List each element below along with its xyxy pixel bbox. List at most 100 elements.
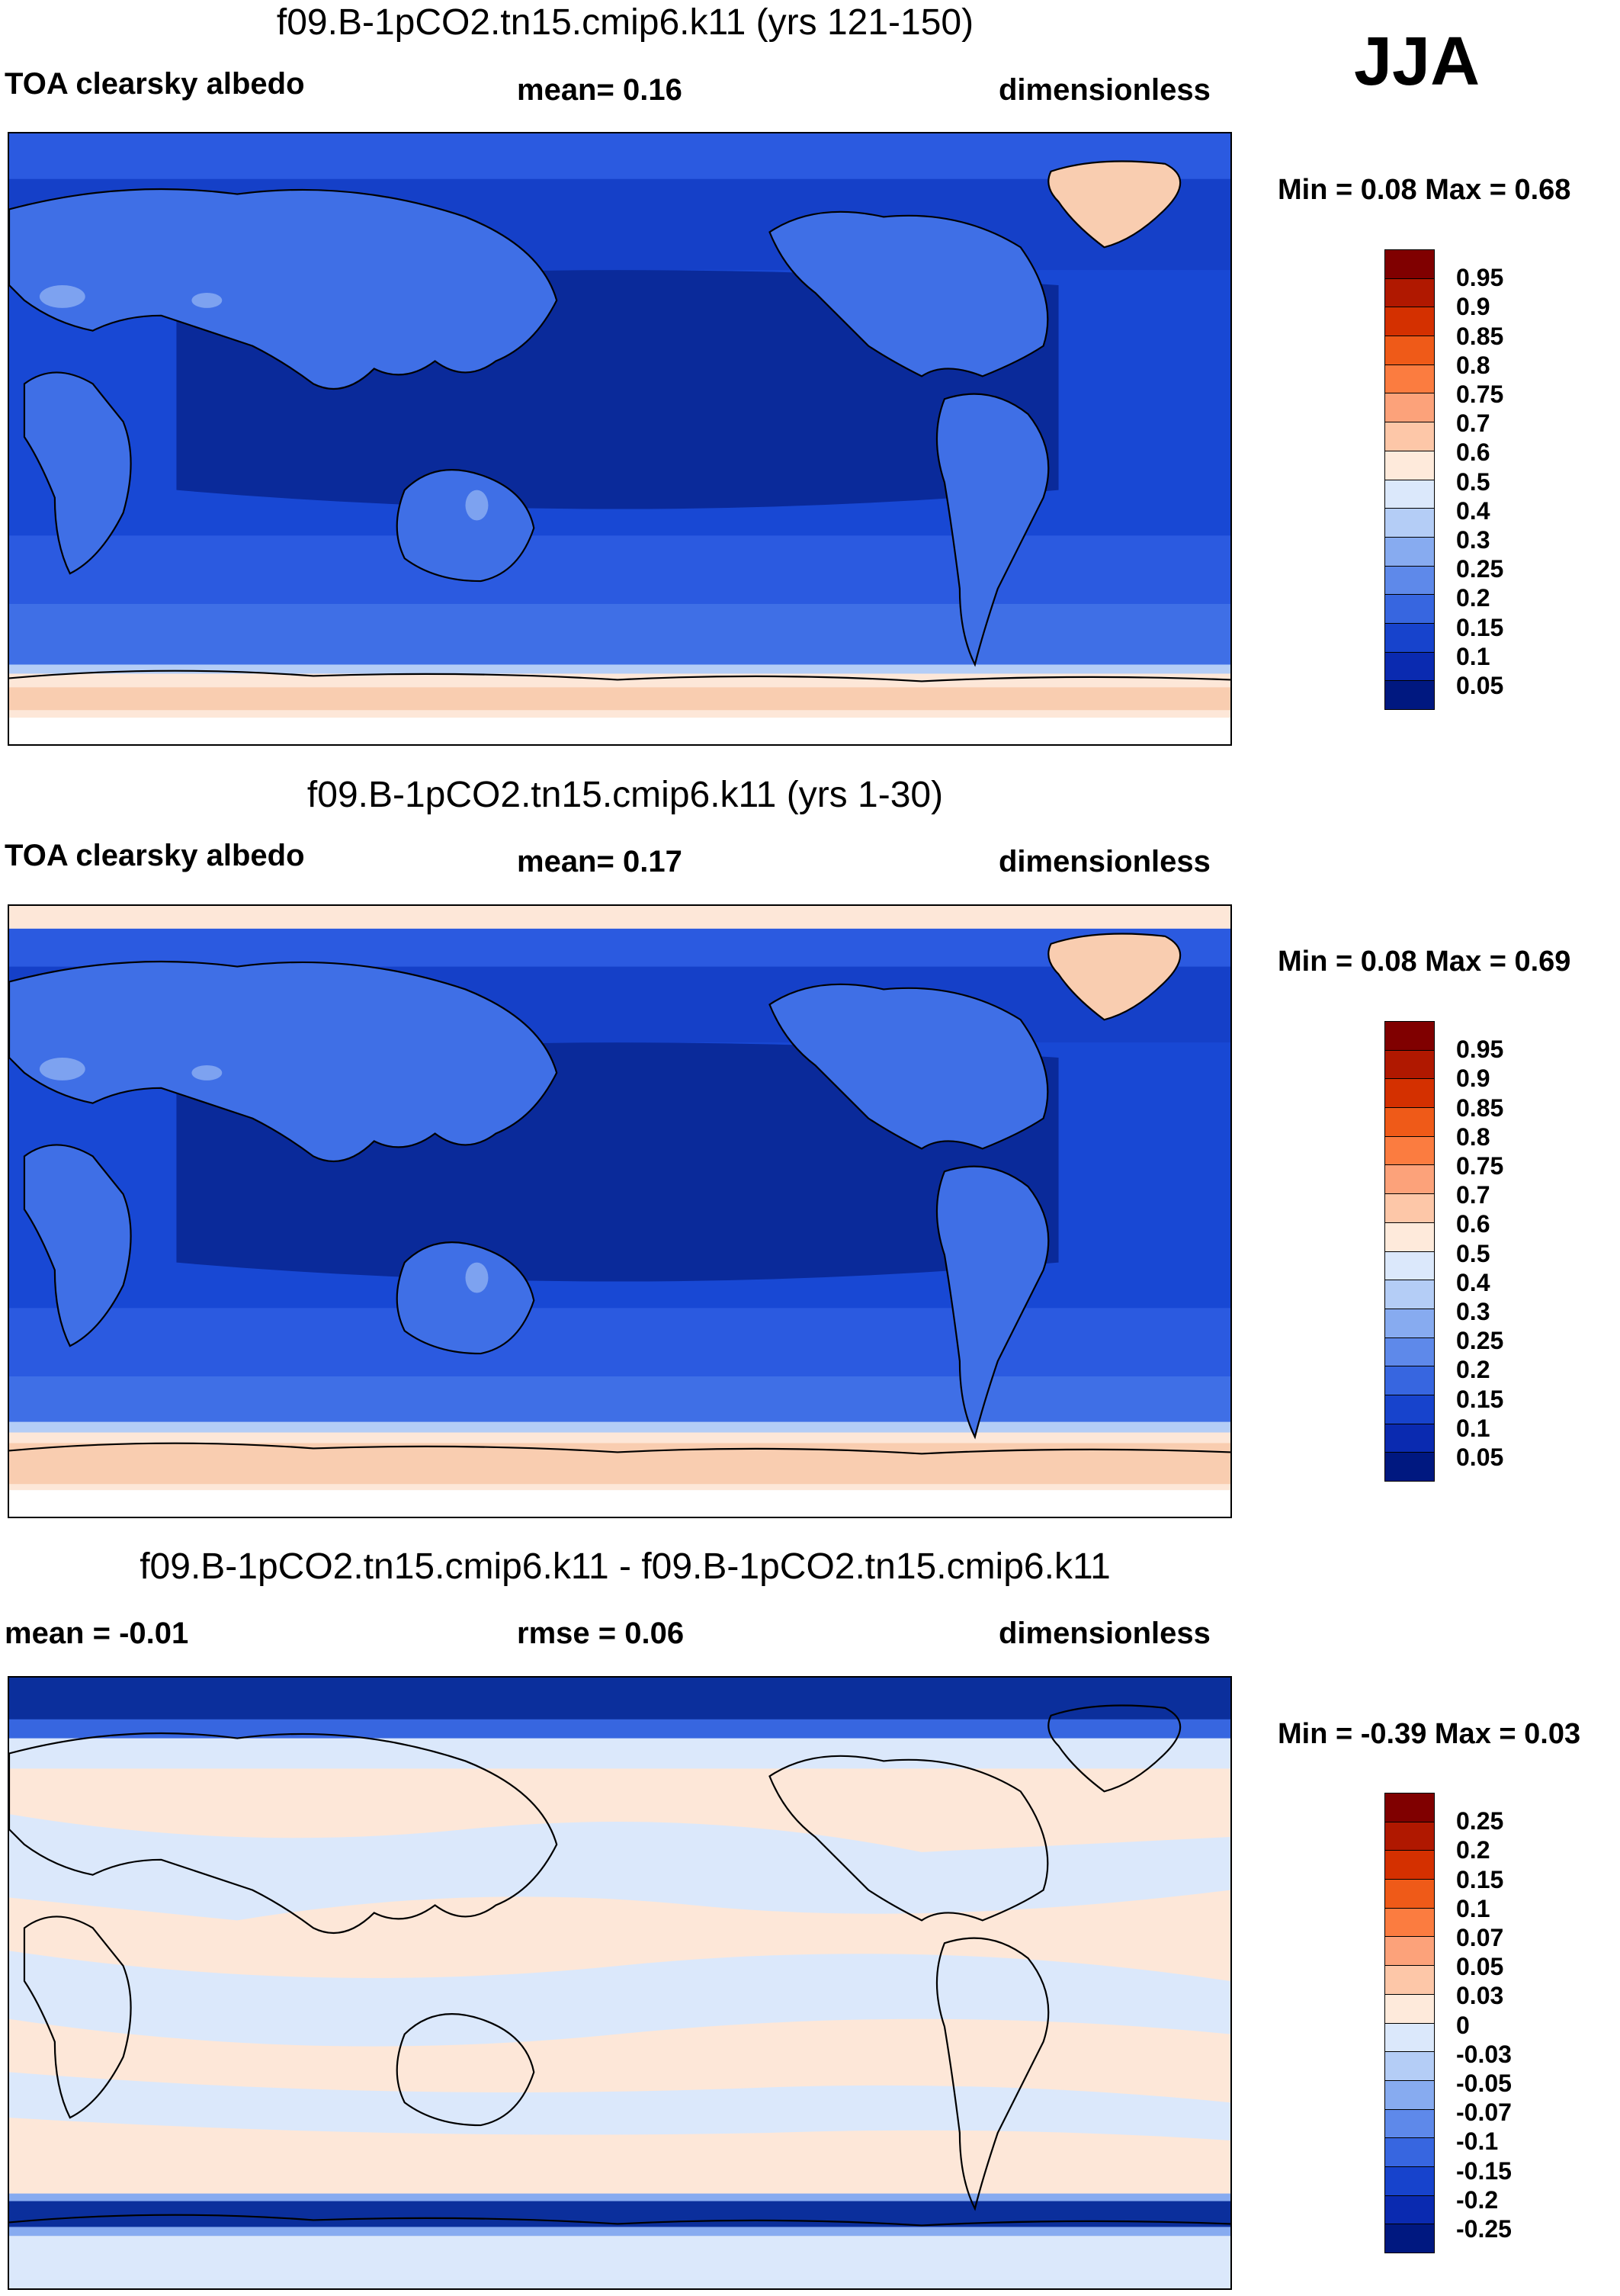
panel-1-land-namerica xyxy=(769,211,1048,377)
panel-1-colorbar-box xyxy=(1384,594,1435,624)
panel-1-colorbar-box xyxy=(1384,393,1435,423)
panel-3-colorbar-box xyxy=(1384,1936,1435,1967)
panel-2-coastline-australia xyxy=(396,1241,535,1355)
panel-1-colorbar-label: 0.5 xyxy=(1456,467,1490,496)
panel-2-coastline-antarctica xyxy=(9,1442,1230,1455)
season-label: JJA xyxy=(1354,24,1480,100)
panel-3-colorbar-box xyxy=(1384,1850,1435,1880)
panel-1-land-eurasia xyxy=(9,188,557,389)
panel-2-units-label: dimensionless xyxy=(999,845,1211,878)
panel-3-coastline-namerica xyxy=(768,1755,1049,1922)
panel-3-colorbar-box xyxy=(1384,1965,1435,1995)
panel-1-mean-label: mean= 0.16 xyxy=(517,73,682,107)
panel-3-units-label: dimensionless xyxy=(999,1617,1211,1650)
panel-1-map xyxy=(8,132,1232,746)
panel-1-colorbar-label: 0.3 xyxy=(1456,526,1490,554)
panel-2-colorbar-box xyxy=(1384,1107,1435,1137)
panel-2-colorbar-label: 0.6 xyxy=(1456,1210,1490,1238)
panel-1-variable-label: TOA clearsky albedo xyxy=(5,67,305,101)
panel-3-colorbar-box xyxy=(1384,2108,1435,2139)
panel-2-colorbar-label: 0.25 xyxy=(1456,1327,1504,1355)
panel-1-bright-patch xyxy=(191,292,223,308)
panel-2-colorbar-label: 0.7 xyxy=(1456,1181,1490,1209)
panel-3-map xyxy=(8,1676,1232,2290)
panel-3-colorbar-label: 0 xyxy=(1456,2011,1470,2039)
panel-3-colorbar-label: -0.2 xyxy=(1456,2185,1499,2214)
panel-3-colorbar-box xyxy=(1384,2079,1435,2110)
panel-2-bright-patch xyxy=(191,1065,223,1081)
panel-2-colorbar-label: 0.1 xyxy=(1456,1414,1490,1442)
panel-3-colorbar-label: 0.07 xyxy=(1456,1924,1504,1951)
panel-1-colorbar-label: 0.15 xyxy=(1456,613,1504,641)
panel-1-colorbar-box xyxy=(1384,536,1435,567)
panel-2-colorbar-box xyxy=(1384,1049,1435,1080)
panel-2-colorbar-box xyxy=(1384,1135,1435,1166)
panel-2-coastline-africa xyxy=(23,1144,132,1347)
panel-2-colorbar-label: 0.5 xyxy=(1456,1239,1490,1267)
panel-1-colorbar-label: 0.8 xyxy=(1456,351,1490,379)
panel-1-colorbar-box xyxy=(1384,307,1435,337)
panel-2-coastline-namerica xyxy=(768,983,1049,1150)
panel-2-colorbar-box xyxy=(1384,1452,1435,1482)
panel-1-units-label: dimensionless xyxy=(999,73,1211,107)
panel-2-land-greenland xyxy=(1048,933,1181,1020)
panel-1-colorbar-label: 0.95 xyxy=(1456,264,1504,292)
panel-1-colorbar-label: 0.05 xyxy=(1456,672,1504,699)
panel-3-coastline-eurasia xyxy=(9,1732,558,1935)
panel-1-colorbar-box xyxy=(1384,508,1435,538)
panel-3-colorbar-box xyxy=(1384,1907,1435,1938)
panel-2-colorbar-label: 0.4 xyxy=(1456,1268,1490,1296)
panel-2-colorbar-box xyxy=(1384,1337,1435,1367)
panel-1-colorbar-box xyxy=(1384,680,1435,710)
panel-1-colorbar-box xyxy=(1384,249,1435,279)
panel-1-colorbar-box xyxy=(1384,278,1435,308)
panel-2-colorbar-label: 0.8 xyxy=(1456,1122,1490,1151)
panel-2-colorbar-label: 0.15 xyxy=(1456,1385,1504,1413)
panel-1-coastline-antarctica xyxy=(9,670,1230,682)
panel-2-colorbar-box xyxy=(1384,1078,1435,1109)
panel-2-colorbar-box xyxy=(1384,1222,1435,1252)
panel-1-coastline-samerica xyxy=(935,393,1050,667)
panel-3-coastline-greenland xyxy=(1047,1704,1182,1793)
panel-1-colorbar-box xyxy=(1384,479,1435,509)
panel-3-colorbar-label: -0.05 xyxy=(1456,2070,1512,2097)
panel-2-colorbar-label: 0.9 xyxy=(1456,1065,1490,1093)
panel-2-colorbar-label: 0.95 xyxy=(1456,1036,1504,1064)
panel-3-colorbar-label: 0.15 xyxy=(1456,1865,1504,1893)
panel-2-colorbar-label: 0.3 xyxy=(1456,1298,1490,1325)
panel-1-coastline-africa xyxy=(23,371,132,575)
panel-2-land-namerica xyxy=(769,984,1048,1149)
panel-2-land-africa xyxy=(24,1145,131,1347)
panel-3-colorbar-box xyxy=(1384,1793,1435,1822)
panel-3-minmax: Min = -0.39 Max = 0.03 xyxy=(1278,1718,1581,1750)
panel-2-colorbar-box xyxy=(1384,1251,1435,1281)
panel-2-colorbar-box xyxy=(1384,1366,1435,1395)
panel-3-rmse-label: rmse = 0.06 xyxy=(517,1617,685,1650)
panel-3-colorbar-box xyxy=(1384,1879,1435,1909)
panel-2-coastline-samerica xyxy=(935,1165,1050,1440)
panel-1-colorbar-label: 0.1 xyxy=(1456,642,1490,670)
panel-3-coastline-australia xyxy=(396,2013,535,2127)
panel-3-colorbar-box xyxy=(1384,1821,1435,1851)
panel-1-coastline-namerica xyxy=(768,210,1049,377)
panel-3-coastline-africa xyxy=(23,1915,132,2119)
panel-3-colorbar-box xyxy=(1384,2137,1435,2167)
panel-1-land-africa xyxy=(24,372,131,574)
panel-3-colorbar-label: 0.25 xyxy=(1456,1807,1504,1835)
panel-2-colorbar xyxy=(1384,1021,1435,1482)
panel-1-colorbar-box xyxy=(1384,364,1435,394)
panel-1-colorbar-box xyxy=(1384,450,1435,480)
panel-3-colorbar-box xyxy=(1384,2051,1435,2081)
panel-1-colorbar-label: 0.25 xyxy=(1456,555,1504,583)
panel-2-bright-patch xyxy=(39,1058,85,1081)
panel-3-colorbar-box xyxy=(1384,2166,1435,2196)
panel-3-colorbar-box xyxy=(1384,1993,1435,2024)
panel-3-colorbar-label: 0.1 xyxy=(1456,1894,1490,1922)
panel-1-coastline-greenland xyxy=(1047,160,1182,249)
panel-3-coastline-samerica xyxy=(935,1937,1050,2211)
panel-3-colorbar-label: -0.03 xyxy=(1456,2040,1512,2068)
panel-2-map xyxy=(8,904,1232,1518)
panel-1-coastline-australia xyxy=(396,469,535,583)
panel-1-colorbar-box xyxy=(1384,651,1435,682)
panel-1-coastline-eurasia xyxy=(9,188,558,390)
